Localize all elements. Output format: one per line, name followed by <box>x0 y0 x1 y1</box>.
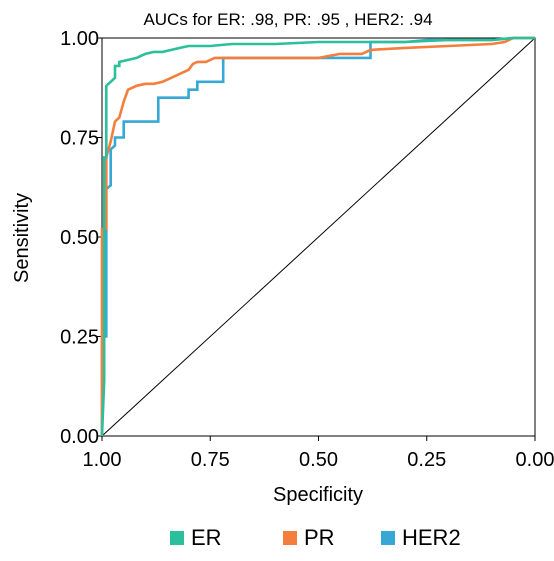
plot-area: 1.00 0.75 0.50 0.25 0.00 0.00 0.25 0.50 0.75 1.00 <box>60 28 554 471</box>
x-tick-label: 0.50 <box>299 449 338 471</box>
y-tick-label: 1.00 <box>60 28 99 50</box>
y-tick-label: 0.25 <box>60 327 99 349</box>
legend-label-her2: HER2 <box>402 525 461 550</box>
reference-diagonal <box>101 37 536 437</box>
y-tick-label: 0.75 <box>60 128 99 150</box>
y-axis-label: Sensitivity <box>11 193 33 283</box>
x-axis-label: Specificity <box>273 484 363 506</box>
x-tick-label: 0.25 <box>407 449 446 471</box>
y-tick-label: 0.00 <box>60 426 99 448</box>
legend-swatch-her2 <box>381 531 395 545</box>
x-tick-label: 0.75 <box>191 449 230 471</box>
roc-curve-pr <box>100 36 535 436</box>
legend: ER PR HER2 <box>170 525 461 550</box>
chart-title: AUCs for ER: .98, PR: .95 , HER2: .94 <box>143 10 432 29</box>
legend-swatch-pr <box>283 531 297 545</box>
x-tick-label: 0.00 <box>516 449 554 471</box>
legend-label-er: ER <box>191 525 222 550</box>
roc-curve-er <box>100 36 535 437</box>
x-tick-label: 1.00 <box>83 449 122 471</box>
y-tick-label: 0.50 <box>60 227 99 249</box>
legend-label-pr: PR <box>304 525 335 550</box>
legend-swatch-er <box>170 531 184 545</box>
